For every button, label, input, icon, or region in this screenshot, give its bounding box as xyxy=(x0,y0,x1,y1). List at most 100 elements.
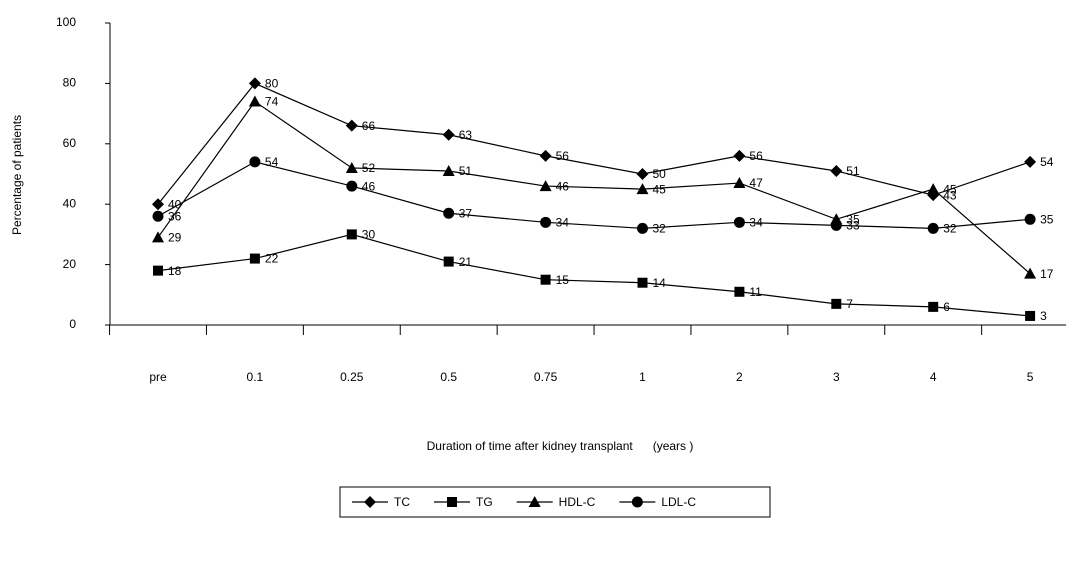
data-label: 66 xyxy=(362,119,376,133)
marker xyxy=(443,256,454,267)
data-label: 45 xyxy=(653,182,667,196)
data-label: 14 xyxy=(653,276,667,290)
marker xyxy=(442,128,455,141)
marker xyxy=(346,229,357,240)
y-tick-label: 0 xyxy=(69,317,76,331)
marker xyxy=(443,207,455,219)
marker xyxy=(637,222,648,234)
data-label: 56 xyxy=(556,149,570,163)
series-line xyxy=(157,161,1031,229)
y-tick-label: 40 xyxy=(63,196,77,210)
marker xyxy=(528,496,541,507)
marker xyxy=(733,177,746,189)
marker xyxy=(927,222,939,234)
data-label: 34 xyxy=(749,215,763,229)
marker xyxy=(249,156,261,168)
marker xyxy=(1024,213,1036,225)
x-tick-label: 4 xyxy=(930,370,937,384)
marker xyxy=(927,183,940,195)
data-label: 47 xyxy=(749,176,763,190)
data-label: 80 xyxy=(265,77,279,91)
marker xyxy=(636,168,649,180)
data-label: 35 xyxy=(846,212,860,226)
x-tick-label: pre xyxy=(149,370,167,384)
series-line xyxy=(157,233,1031,317)
marker xyxy=(540,274,551,285)
marker xyxy=(1025,310,1036,321)
data-label: 18 xyxy=(168,264,182,278)
x-axis-title: Duration of time after kidney transplant… xyxy=(427,439,694,453)
y-tick-label: 100 xyxy=(56,15,76,29)
x-tick-label: 0.25 xyxy=(340,370,364,384)
data-label: 54 xyxy=(1040,155,1054,169)
marker xyxy=(152,231,164,243)
marker xyxy=(248,95,261,107)
series-line xyxy=(157,100,1031,275)
marker xyxy=(152,198,164,211)
data-label: 45 xyxy=(943,182,957,196)
data-label: 54 xyxy=(265,155,279,169)
marker xyxy=(734,286,745,297)
data-label: 34 xyxy=(556,215,570,229)
marker xyxy=(637,277,648,288)
marker xyxy=(733,216,745,228)
data-label: 22 xyxy=(265,252,279,266)
series-line xyxy=(157,82,1031,205)
data-label: 51 xyxy=(459,164,473,178)
data-label: 52 xyxy=(362,161,376,175)
marker xyxy=(831,298,842,309)
marker xyxy=(248,77,261,90)
y-tick-label: 80 xyxy=(63,76,77,90)
data-label: 35 xyxy=(1040,212,1054,226)
marker xyxy=(540,216,552,228)
marker xyxy=(539,180,552,192)
marker xyxy=(249,253,260,264)
data-label: 63 xyxy=(459,128,473,142)
data-label: 11 xyxy=(749,285,762,299)
marker xyxy=(1024,267,1037,279)
data-label: 3 xyxy=(1040,309,1047,323)
data-label: 46 xyxy=(556,179,570,193)
marker xyxy=(442,164,455,176)
marker xyxy=(830,164,843,177)
y-axis-title: Percentage of patients xyxy=(10,115,24,235)
marker xyxy=(733,149,746,162)
marker xyxy=(830,219,842,231)
data-label: 30 xyxy=(362,228,376,242)
y-tick-label: 20 xyxy=(63,257,77,271)
data-label: 17 xyxy=(1040,267,1054,281)
legend-label: TG xyxy=(476,495,493,509)
marker xyxy=(346,180,358,192)
data-label: 15 xyxy=(556,273,570,287)
data-label: 29 xyxy=(168,231,182,245)
data-label: 6 xyxy=(943,300,950,314)
y-tick-label: 60 xyxy=(63,136,77,150)
marker xyxy=(345,119,358,132)
x-tick-label: 0.75 xyxy=(534,370,558,384)
data-label: 56 xyxy=(749,149,763,163)
data-label: 32 xyxy=(943,222,957,236)
data-label: 36 xyxy=(168,209,182,223)
marker xyxy=(539,149,552,162)
data-label: 7 xyxy=(846,297,853,311)
data-label: 32 xyxy=(653,222,667,236)
marker xyxy=(447,497,457,507)
marker xyxy=(631,496,643,508)
legend-label: TC xyxy=(394,495,410,509)
marker xyxy=(1024,155,1037,168)
marker xyxy=(153,265,163,276)
data-label: 74 xyxy=(265,95,279,109)
x-tick-label: 0.1 xyxy=(247,370,264,384)
data-label: 43 xyxy=(943,188,957,202)
data-label: 33 xyxy=(846,219,860,233)
legend-label: LDL-C xyxy=(661,495,696,509)
x-tick-label: 5 xyxy=(1027,370,1034,384)
marker xyxy=(345,161,358,173)
x-tick-label: 0.5 xyxy=(440,370,457,384)
marker xyxy=(636,183,649,195)
x-tick-label: 1 xyxy=(639,370,646,384)
marker xyxy=(364,496,376,508)
data-label: 21 xyxy=(459,255,473,269)
marker xyxy=(928,301,939,312)
